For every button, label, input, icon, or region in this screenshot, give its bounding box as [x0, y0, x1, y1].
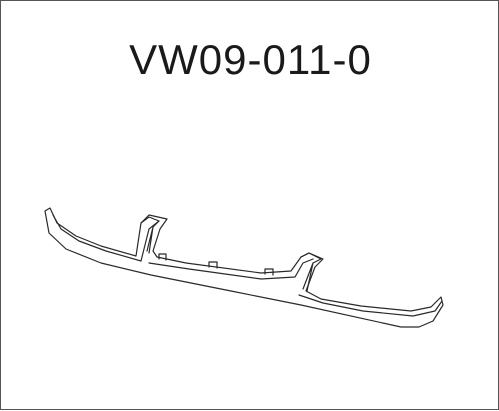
- clip-tab-center: [208, 261, 218, 269]
- clip-tab-right: [264, 268, 274, 276]
- molding-inner-edge: [52, 214, 443, 317]
- left-upright-detail: [140, 216, 160, 254]
- part-number-label: VW09-011-0: [129, 36, 372, 83]
- clip-tab-left: [158, 253, 167, 261]
- right-upright-detail: [300, 252, 322, 292]
- molding-outer-edge: [44, 207, 444, 328]
